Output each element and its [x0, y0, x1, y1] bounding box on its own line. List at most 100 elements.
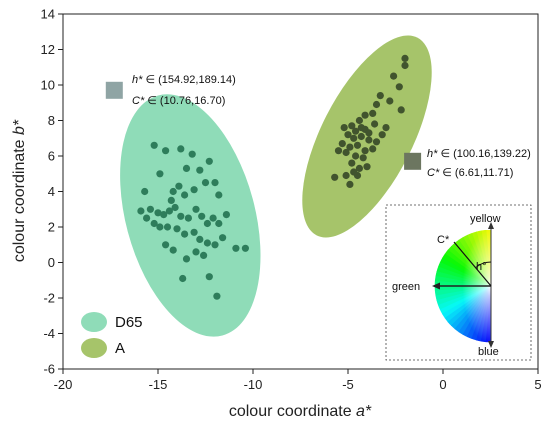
point-a: [342, 148, 350, 157]
point-a: [361, 147, 369, 155]
point-a: [363, 163, 371, 171]
y-tick-label: 4: [48, 184, 55, 199]
point-a: [346, 143, 354, 151]
point-a: [353, 141, 362, 149]
y-tick-label: -2: [43, 291, 55, 306]
point-d65: [192, 248, 200, 256]
point-d65: [209, 214, 217, 222]
points-layer: [137, 54, 409, 300]
point-a: [386, 97, 394, 105]
point-a: [346, 180, 354, 188]
point-d65: [162, 147, 170, 155]
point-a: [342, 171, 350, 180]
point-d65: [196, 235, 204, 243]
annotation-d65-hue: h* ∈ (154.92,189.14): [132, 74, 236, 86]
point-d65: [179, 274, 187, 283]
point-d65: [173, 225, 181, 233]
point-d65: [137, 207, 145, 215]
x-tick-label: -15: [149, 377, 168, 392]
point-d65: [196, 166, 204, 174]
legend: D65 A: [81, 312, 143, 358]
point-d65: [167, 196, 175, 204]
point-a: [359, 154, 367, 162]
x-tick-label: 0: [439, 377, 446, 392]
point-a: [357, 132, 365, 141]
point-d65: [190, 186, 198, 194]
point-a: [365, 136, 373, 144]
y-tick-label: -6: [43, 362, 55, 377]
y-tick-label: 6: [48, 149, 55, 164]
point-a: [401, 61, 409, 70]
annotation-marker-d65: [105, 81, 123, 99]
annotation-a-hue: h* ∈ (100.16,139.22): [427, 148, 531, 160]
point-a: [369, 145, 377, 153]
legend-swatch-a: [81, 338, 107, 358]
point-d65: [169, 187, 177, 196]
point-a: [372, 100, 381, 109]
point-d65: [200, 251, 208, 259]
inset-colour-wheel: yellow green blue C* h°: [385, 204, 532, 361]
inset-arrow-down: [488, 341, 494, 348]
y-tick-label: 12: [41, 42, 55, 57]
point-a: [334, 147, 343, 155]
x-tick-label: -10: [244, 377, 263, 392]
x-axis-label: colour coordinate a*: [229, 403, 372, 420]
point-a: [352, 127, 360, 135]
legend-label-d65: D65: [115, 314, 143, 331]
point-d65: [184, 214, 192, 222]
point-a: [355, 164, 363, 172]
point-a: [378, 131, 386, 139]
point-d65: [163, 223, 172, 231]
point-a: [350, 168, 358, 176]
point-d65: [146, 205, 154, 213]
point-a: [361, 111, 369, 119]
point-d65: [211, 241, 219, 249]
point-a: [401, 54, 409, 63]
point-d65: [182, 255, 191, 263]
point-a: [357, 124, 365, 132]
point-a: [397, 106, 405, 114]
point-d65: [143, 214, 151, 222]
point-d65: [213, 292, 221, 300]
y-tick-label: 2: [48, 220, 55, 235]
point-d65: [215, 219, 223, 228]
point-a: [390, 72, 398, 80]
point-d65: [190, 228, 198, 236]
point-a: [348, 122, 356, 130]
point-a: [344, 131, 352, 139]
inset-label-hue: h°: [476, 261, 487, 273]
point-d65: [182, 164, 191, 172]
point-a: [352, 152, 360, 160]
point-d65: [241, 244, 249, 252]
legend-label-a: A: [115, 340, 125, 357]
point-d65: [188, 150, 196, 158]
point-a: [376, 92, 384, 100]
point-d65: [211, 179, 219, 187]
x-tick-label: -20: [54, 377, 73, 392]
point-d65: [198, 212, 206, 220]
point-d65: [165, 207, 173, 215]
x-tick-label: -5: [342, 377, 354, 392]
annotation-a-chroma: C* ∈ (6.61,11.71): [427, 167, 513, 179]
inset-hue-arc: [475, 261, 492, 268]
inset-arrow-left: [432, 282, 440, 290]
inset-label-blue: blue: [478, 346, 499, 358]
inset-chroma-vector: [453, 241, 492, 287]
inset-label-yellow: yellow: [470, 213, 501, 225]
legend-swatch-d65: [81, 312, 107, 332]
point-a: [355, 116, 363, 125]
point-d65: [156, 170, 164, 178]
y-tick-label: -4: [43, 326, 55, 341]
point-d65: [162, 241, 170, 249]
point-d65: [154, 209, 162, 217]
annotation-d65-chroma: C* ∈ (10.76,16.70): [132, 95, 225, 107]
y-tick-label: 10: [41, 78, 55, 93]
point-a: [331, 173, 339, 181]
point-d65: [177, 145, 185, 153]
point-d65: [201, 179, 210, 187]
point-a: [365, 129, 373, 137]
point-d65: [203, 219, 211, 228]
point-d65: [219, 234, 227, 242]
